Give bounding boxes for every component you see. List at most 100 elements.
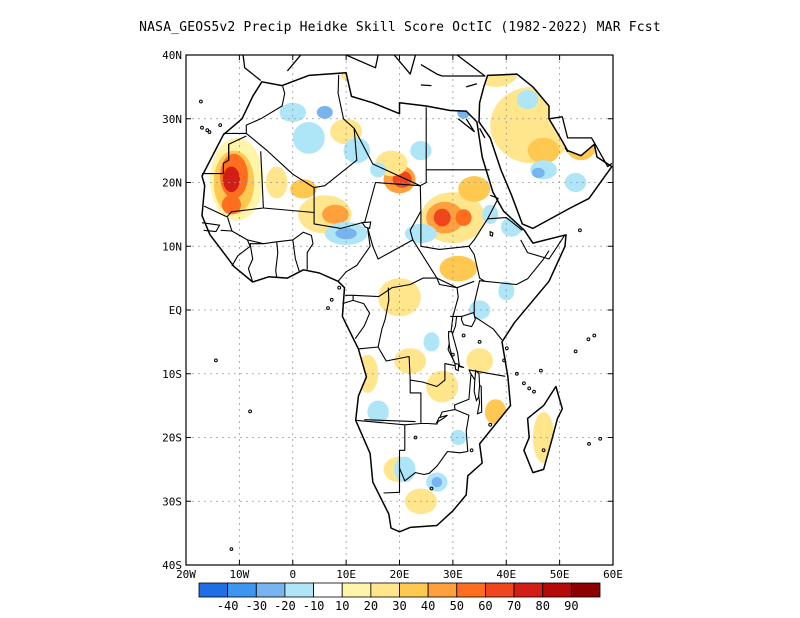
skill-patch xyxy=(292,121,325,154)
colorbar-swatch xyxy=(255,582,286,598)
country-border xyxy=(412,239,475,289)
island xyxy=(329,297,334,302)
country-border xyxy=(364,419,416,423)
lake-outline xyxy=(473,369,481,402)
lat-tick-label: 20N xyxy=(162,177,182,190)
skill-patch xyxy=(426,370,459,403)
coastline-segment xyxy=(466,83,478,88)
lat-tick-label: 10S xyxy=(162,368,182,381)
skill-patch xyxy=(394,348,427,374)
colorbar-swatch xyxy=(341,582,372,598)
skill-patch xyxy=(516,90,539,110)
island xyxy=(207,130,212,135)
skill-patch xyxy=(531,167,545,178)
skill-patch xyxy=(455,209,472,226)
island xyxy=(451,352,455,357)
lake-outline xyxy=(361,221,372,230)
colorbar-label: 90 xyxy=(564,599,578,613)
axis-ticks: 20W 10W 0 10E 20E 30E 40E 50E 60E 40N 30N 20N 10N EQ 1… xyxy=(162,49,623,581)
skill-patch xyxy=(322,204,349,224)
skill-patch xyxy=(290,179,317,199)
lon-tick-label: 60E xyxy=(603,568,623,581)
skill-patch xyxy=(316,106,333,119)
country-border xyxy=(520,234,566,260)
colorbar-label: -10 xyxy=(303,599,325,613)
coastline-segment xyxy=(479,127,486,139)
lon-tick-label: 20W xyxy=(176,568,196,581)
country-border xyxy=(484,250,550,286)
skill-patch xyxy=(394,456,416,483)
colorbar-label: 40 xyxy=(421,599,435,613)
country-border xyxy=(292,239,300,272)
island xyxy=(539,368,543,373)
island xyxy=(515,371,519,376)
island xyxy=(199,99,203,104)
island xyxy=(326,306,330,311)
skill-patch xyxy=(436,80,469,107)
lake-outline xyxy=(489,230,494,237)
country-border xyxy=(468,369,506,377)
skill-patch xyxy=(367,400,389,424)
colorbar-label: 50 xyxy=(450,599,464,613)
lat-tick-label: 30N xyxy=(162,113,182,126)
island xyxy=(218,123,223,127)
skill-patch xyxy=(335,227,357,240)
skill-patch xyxy=(532,412,555,463)
country-border xyxy=(337,227,371,282)
country-border xyxy=(383,468,401,494)
lat-tick-label: 20S xyxy=(162,432,182,445)
colorbar-swatch xyxy=(456,582,486,598)
skill-patch xyxy=(564,172,587,193)
skill-patch xyxy=(330,118,363,145)
skill-patch xyxy=(343,137,371,164)
skill-patch xyxy=(370,162,387,178)
country-border xyxy=(353,107,427,187)
island xyxy=(541,448,546,453)
lon-tick-label: 20E xyxy=(390,568,410,581)
skill-score-shading xyxy=(210,72,597,515)
country-border xyxy=(313,181,422,260)
country-border xyxy=(247,243,264,283)
skill-patch xyxy=(458,176,491,202)
country-border xyxy=(202,135,247,175)
coastlines-and-borders xyxy=(166,55,613,551)
colorbar-label: -40 xyxy=(217,599,239,613)
country-border xyxy=(227,217,233,232)
lat-tick-label: 30S xyxy=(162,495,182,508)
skill-patch xyxy=(527,137,560,164)
island xyxy=(413,435,418,440)
skill-patch xyxy=(279,102,307,122)
island xyxy=(522,381,526,386)
colorbar-swatch xyxy=(427,582,458,598)
island xyxy=(587,442,591,446)
coastline-segment xyxy=(286,55,302,72)
country-border xyxy=(358,346,411,381)
island xyxy=(502,358,507,363)
skill-patch xyxy=(484,399,507,425)
lake-outline xyxy=(448,331,460,367)
skill-patch xyxy=(431,477,443,488)
coastline-segment xyxy=(393,55,417,75)
madagascar-coastline xyxy=(523,385,564,474)
africa-coastline xyxy=(201,72,567,533)
lon-tick-label: 50E xyxy=(550,568,570,581)
colorbar-swatch xyxy=(513,582,544,598)
colorbar-label: 80 xyxy=(535,599,549,613)
country-border xyxy=(247,231,314,270)
skill-patch xyxy=(466,348,493,374)
country-border xyxy=(473,280,485,317)
island xyxy=(229,547,234,551)
colorbar: -40 -30 -20 -10 10 20 30 40 50 60 70 80 90 xyxy=(198,582,601,613)
country-border xyxy=(220,229,251,267)
lon-tick-label: 10W xyxy=(229,568,249,581)
island xyxy=(166,213,169,216)
lat-tick-label: 40N xyxy=(162,49,182,62)
island xyxy=(461,333,466,338)
lat-tick-label: EQ xyxy=(169,304,182,317)
country-border xyxy=(245,74,358,189)
coastline-segment xyxy=(242,55,262,82)
colorbar-swatch xyxy=(399,582,429,598)
lat-tick-label: 40S xyxy=(162,559,182,572)
colorbar-swatch xyxy=(370,582,400,598)
island xyxy=(488,422,493,427)
